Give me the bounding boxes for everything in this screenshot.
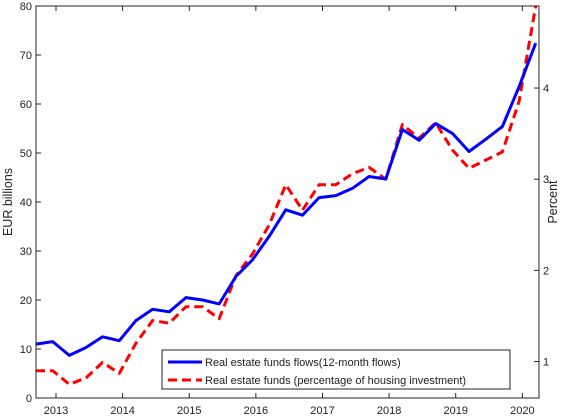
axis-ticks: 0 10 20 30 40 50 60 70 80 1 2 3 4 2013 2014 2015 2016 201… xyxy=(20,1,549,417)
y-left-tick-label: 30 xyxy=(20,246,32,258)
x-tick-label: 2016 xyxy=(244,405,268,417)
x-tick-label: 2014 xyxy=(110,405,134,417)
legend-box xyxy=(161,349,511,390)
y-right-tick-label: 3 xyxy=(543,174,549,186)
y-right-tick-label: 4 xyxy=(543,83,549,95)
y-left-tick-label: 50 xyxy=(20,148,32,160)
x-tick-label: 2015 xyxy=(177,405,201,417)
x-tick-label: 2017 xyxy=(310,405,334,417)
y-left-tick-label: 20 xyxy=(20,295,32,307)
y-right-tick-label: 2 xyxy=(543,265,549,277)
x-tick-label: 2018 xyxy=(377,405,401,417)
y-left-tick-label: 40 xyxy=(20,197,32,209)
y-left-tick-label: 80 xyxy=(20,1,32,13)
y-axis-left-title: EUR billions xyxy=(1,168,15,236)
legend-label-flows: Real estate funds flows(12-month flows) xyxy=(205,357,401,369)
x-tick-label: 2013 xyxy=(44,405,68,417)
series-line-flows xyxy=(35,42,538,357)
x-tick-label: 2020 xyxy=(510,405,534,417)
series-line-percentage xyxy=(36,5,538,386)
x-tick-label: 2019 xyxy=(443,405,467,417)
y-left-tick-label: 10 xyxy=(20,344,32,356)
y-left-tick-label: 70 xyxy=(20,50,32,62)
y-axis-right-title: Percent xyxy=(546,180,560,224)
y-left-tick-label: 60 xyxy=(20,99,32,111)
series-lines xyxy=(35,5,538,386)
y-left-tick-label: 0 xyxy=(26,393,32,405)
legend-label-percentage: Real estate funds (percentage of housing… xyxy=(205,375,466,387)
legend: Real estate funds flows(12-month flows) … xyxy=(161,349,511,390)
y-right-tick-label: 1 xyxy=(543,357,549,369)
